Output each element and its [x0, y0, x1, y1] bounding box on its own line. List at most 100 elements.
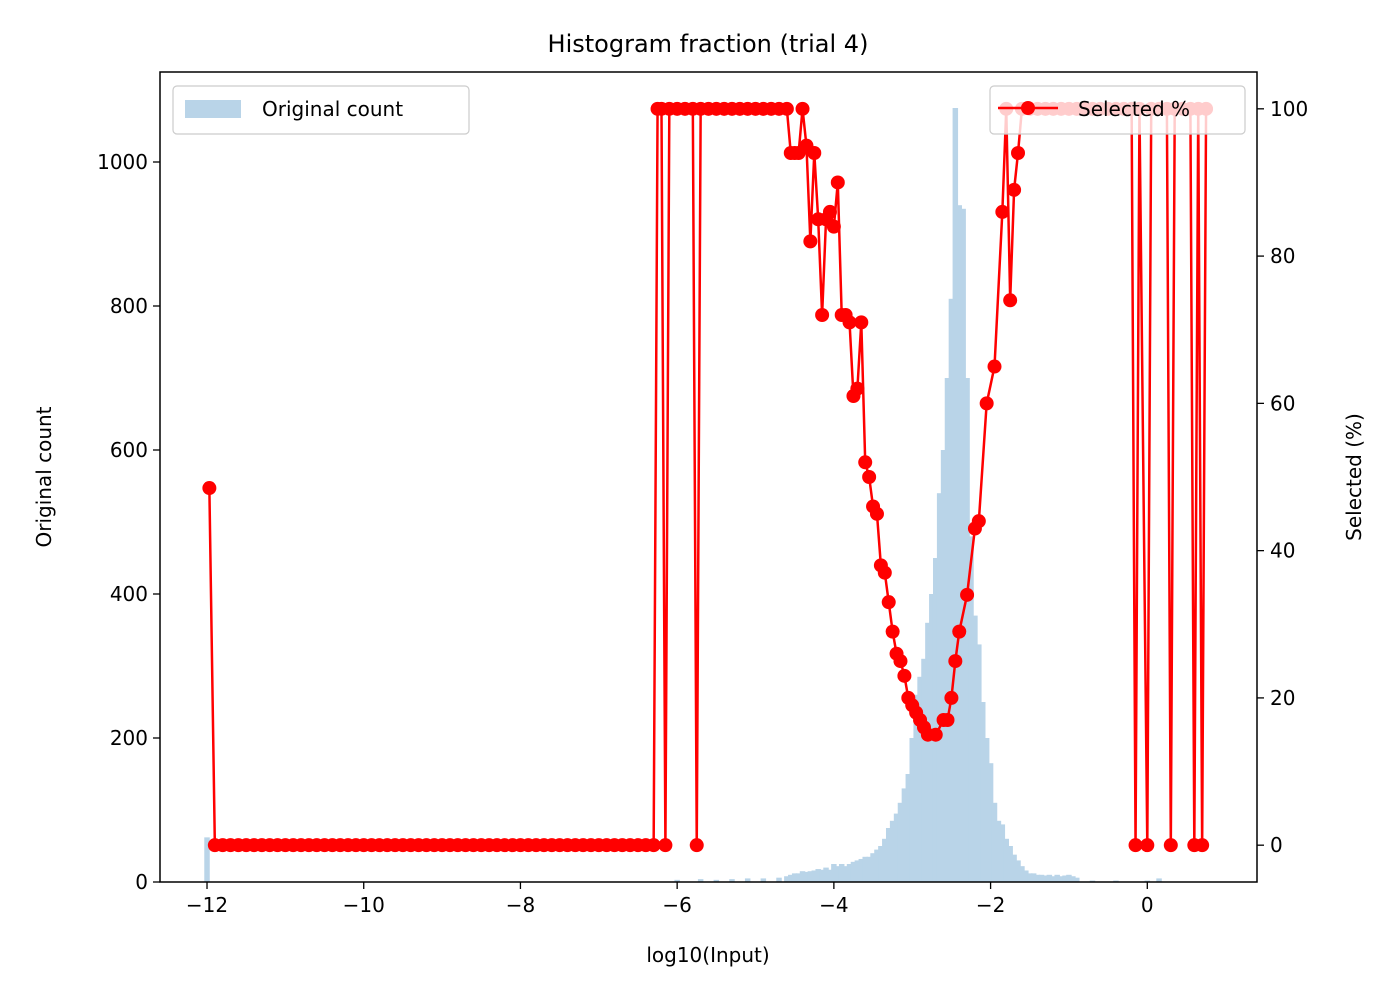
selected-percent-point — [795, 101, 810, 116]
histogram-bar — [885, 828, 892, 882]
selected-percent-point — [822, 204, 837, 219]
selected-percent-point — [1003, 293, 1018, 308]
y-right-tick-label: 60 — [1270, 391, 1295, 415]
histogram-bar — [917, 676, 923, 882]
histogram-bar — [835, 866, 841, 882]
selected-percent-point — [854, 315, 869, 330]
histogram-bar — [697, 879, 704, 882]
selected-line-layer — [202, 101, 1214, 853]
histogram-bar — [1070, 876, 1076, 882]
selected-percent-point — [979, 396, 994, 411]
histogram-bar — [1042, 875, 1049, 882]
histogram-bar — [936, 493, 943, 882]
selected-percent-point — [869, 506, 884, 521]
histogram-bar — [866, 856, 872, 882]
histogram-bar — [1156, 878, 1162, 882]
histogram-bar — [729, 879, 735, 882]
selected-percent-point — [881, 595, 896, 610]
selected-percent-point — [803, 234, 818, 249]
selected-percent-point — [646, 838, 661, 853]
histogram-bar — [795, 873, 802, 882]
selected-percent-point — [1007, 182, 1022, 197]
selected-percent-point — [658, 838, 673, 853]
selected-percent-point — [960, 587, 975, 602]
histogram-bar — [968, 536, 974, 882]
histogram-bar — [874, 849, 880, 882]
histogram-bar — [760, 878, 767, 882]
selected-percent-point — [971, 514, 986, 529]
selected-percent-point — [987, 359, 1002, 374]
histogram-bar — [1038, 874, 1045, 882]
x-tick-label: −10 — [343, 893, 385, 917]
x-tick-label: −2 — [976, 893, 1005, 917]
histogram-bar — [831, 864, 837, 882]
selected-percent-point — [779, 101, 794, 116]
y-left-tick-label: 600 — [110, 438, 148, 462]
histogram-bar — [1034, 874, 1041, 882]
legend-swatch — [185, 100, 241, 118]
selected-percent-point — [1128, 838, 1143, 853]
y-right-tick-label: 0 — [1270, 833, 1283, 857]
histogram-bar — [921, 658, 927, 882]
selected-percent-point — [858, 455, 873, 470]
selected-percent-point — [952, 624, 967, 639]
legend-selected-percent: Selected % — [989, 85, 1246, 135]
histogram-layer — [204, 108, 1162, 883]
y-left-tick-label: 1000 — [97, 150, 148, 174]
x-axis-ticks: −12 −10 −8 −6 −4 −2 0 — [186, 882, 1154, 917]
selected-percent-point — [885, 624, 900, 639]
legend-label: Selected % — [1078, 97, 1190, 121]
x-tick-label: 0 — [1141, 893, 1154, 917]
selected-percent-point — [995, 204, 1010, 219]
histogram-bar — [1023, 870, 1029, 882]
histogram-bar — [842, 866, 849, 882]
histogram-bar — [1046, 874, 1053, 882]
histogram-bar — [862, 856, 868, 882]
y-right-axis-label: Selected (%) — [1342, 413, 1366, 541]
y-left-tick-label: 0 — [135, 870, 148, 894]
legend-box — [989, 85, 1246, 135]
histogram-bar — [980, 702, 986, 882]
y-right-tick-label: 20 — [1270, 686, 1295, 710]
histogram-bar — [854, 860, 861, 882]
histogram-bar — [846, 864, 853, 882]
histogram-bar — [1015, 860, 1021, 882]
selected-percent-point — [940, 713, 955, 727]
y-left-tick-label: 200 — [110, 726, 148, 750]
histogram-bar — [987, 763, 994, 882]
histogram-bar — [964, 378, 970, 882]
x-tick-label: −6 — [662, 893, 691, 917]
legend-original-count: Original count — [172, 85, 470, 135]
histogram-bar — [913, 694, 919, 882]
selected-percent-point — [826, 219, 841, 234]
histogram-bar — [948, 298, 955, 882]
x-tick-label: −4 — [819, 893, 848, 917]
selected-percent-point — [202, 481, 217, 496]
histogram-bar — [713, 879, 720, 882]
selected-percent-point — [948, 654, 963, 669]
legend-marker — [1021, 101, 1035, 115]
histogram-bar — [1050, 876, 1057, 882]
histogram-bar — [905, 774, 912, 882]
legend-label: Original count — [262, 97, 403, 121]
histogram-bar — [799, 871, 806, 882]
histogram-bar — [850, 861, 857, 882]
histogram-bar — [1011, 854, 1017, 882]
histogram-bar — [815, 869, 821, 882]
histogram-bar — [952, 108, 959, 882]
histogram-bar — [882, 838, 888, 882]
selected-percent-point — [1011, 146, 1026, 160]
histogram-bar — [976, 644, 982, 882]
histogram-bar — [1007, 846, 1013, 882]
histogram-bar — [1054, 874, 1060, 882]
histogram-bar — [1062, 875, 1068, 882]
histogram-bar — [858, 858, 865, 882]
selected-percent-line — [208, 107, 1208, 847]
histogram-bar — [1003, 838, 1009, 882]
histogram-bar — [889, 820, 896, 882]
chart-title: Histogram fraction (trial 4) — [548, 30, 869, 58]
selected-percent-point — [862, 470, 877, 484]
histogram-bar — [983, 738, 990, 882]
